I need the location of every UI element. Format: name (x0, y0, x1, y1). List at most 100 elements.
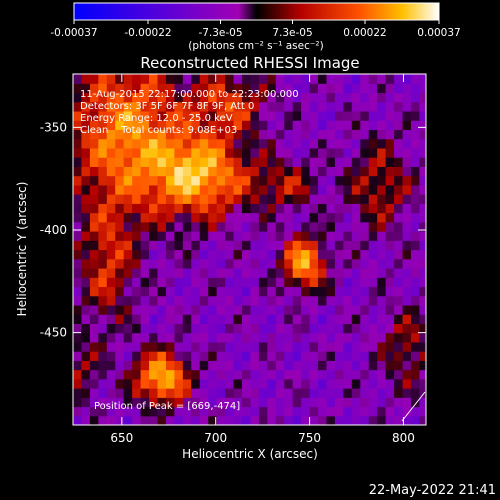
heatmap-cells (73, 74, 426, 425)
heatmap-cell (334, 120, 344, 131)
heatmap-cell (284, 341, 294, 352)
heatmap-cell (377, 249, 387, 260)
heatmap-cell (419, 74, 426, 84)
heatmap-cell (140, 231, 150, 241)
heatmap-cell (132, 341, 142, 352)
heatmap-cell (343, 323, 353, 334)
heatmap-cell (225, 147, 235, 158)
heatmap-cell (292, 323, 302, 334)
heatmap-cell (165, 101, 175, 112)
heatmap-cell (199, 286, 209, 297)
heatmap-cell (81, 83, 91, 94)
heatmap-cell (377, 212, 387, 223)
heatmap-cell (216, 369, 226, 380)
heatmap-cell (73, 258, 83, 269)
heatmap-cell (385, 175, 395, 186)
heatmap-cell (284, 397, 294, 408)
heatmap-cell (309, 277, 319, 288)
heatmap-cell (326, 157, 336, 167)
heatmap-cell (123, 110, 133, 121)
heatmap-cell (318, 166, 328, 177)
heatmap-cell (174, 221, 184, 232)
heatmap-cell (115, 194, 125, 204)
heatmap-cell (182, 166, 192, 177)
heatmap-cell (318, 388, 328, 398)
heatmap-cell (132, 415, 142, 425)
heatmap-cell (208, 351, 218, 361)
heatmap-cell (360, 258, 370, 269)
heatmap-cell (250, 110, 260, 121)
heatmap-cell (191, 277, 201, 288)
heatmap-cell (157, 286, 167, 297)
heatmap-cell (81, 258, 91, 269)
heatmap-cell (123, 406, 133, 417)
heatmap-cell (89, 83, 99, 94)
heatmap-cell (81, 369, 91, 380)
heatmap-cell (368, 74, 378, 84)
heatmap-cell (267, 203, 277, 214)
heatmap-cell (191, 341, 201, 352)
heatmap-cell (106, 83, 116, 94)
heatmap-cell (394, 267, 404, 278)
heatmap-cell (250, 258, 260, 269)
heatmap-cell (191, 388, 201, 398)
heatmap-cell (157, 249, 167, 260)
heatmap-cell (81, 74, 91, 84)
heatmap-cell (123, 397, 133, 408)
heatmap-cell (309, 184, 319, 195)
heatmap-cell (284, 92, 294, 103)
heatmap-cell (258, 258, 268, 269)
heatmap-cell (73, 304, 83, 315)
heatmap-cell (360, 323, 370, 334)
heatmap-cell (351, 277, 361, 288)
heatmap-cell (385, 369, 395, 380)
heatmap-cell (81, 194, 91, 204)
heatmap-cell (241, 415, 252, 425)
heatmap-cell (106, 397, 116, 408)
heatmap-cell (81, 92, 91, 103)
heatmap-cell (326, 184, 336, 195)
heatmap-cell (157, 415, 167, 425)
heatmap-cell (402, 147, 412, 158)
heatmap-cell (149, 194, 159, 204)
heatmap-cell (301, 175, 311, 186)
heatmap-cell (98, 110, 108, 121)
heatmap-cell (275, 397, 285, 408)
heatmap-cell (149, 129, 159, 140)
heatmap-cell (394, 212, 404, 223)
heatmap-cell (275, 92, 285, 103)
heatmap-cell (334, 378, 344, 389)
heatmap-cell (199, 415, 209, 425)
heatmap-cell (250, 406, 260, 417)
heatmap-cell (73, 369, 83, 380)
heatmap-cell (402, 157, 412, 167)
heatmap-cell (233, 295, 243, 306)
heatmap-cell (73, 120, 83, 131)
heatmap-cell (275, 332, 285, 343)
heatmap-cell (81, 249, 91, 260)
heatmap-cell (174, 369, 184, 380)
heatmap-cell (419, 129, 426, 140)
heatmap-cell (360, 267, 370, 278)
heatmap-cell (419, 175, 426, 186)
heatmap-cell (267, 415, 277, 425)
heatmap-cell (140, 166, 150, 177)
heatmap-cell (318, 323, 328, 334)
heatmap-cell (157, 92, 167, 103)
heatmap-cell (419, 286, 426, 297)
heatmap-cell (334, 175, 344, 186)
heatmap-cell (225, 74, 235, 84)
heatmap-cell (284, 415, 294, 425)
heatmap-cell (394, 74, 404, 84)
heatmap-cell (98, 258, 108, 269)
heatmap-cell (157, 332, 167, 343)
heatmap-cell (165, 221, 175, 232)
heatmap-cell (191, 304, 201, 315)
heatmap-cell (402, 231, 412, 241)
heatmap-cell (140, 360, 150, 371)
heatmap-cell (106, 286, 116, 297)
heatmap-cell (199, 351, 209, 361)
heatmap-cell (267, 286, 277, 297)
heatmap-cell (385, 138, 395, 149)
heatmap-cell (368, 267, 378, 278)
